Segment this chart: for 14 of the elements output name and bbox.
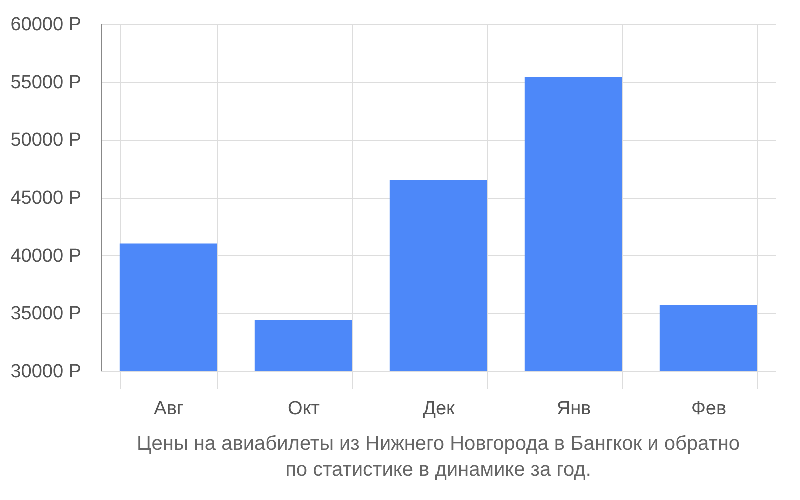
x-tick-label: Янв <box>556 398 592 420</box>
x-tick-label: Дек <box>423 398 456 420</box>
y-tick-label: 45000 Р <box>10 188 82 209</box>
y-tick-label: 60000 Р <box>10 14 82 36</box>
y-tick-label: 50000 Р <box>10 130 82 152</box>
y-tick-label: 35000 Р <box>10 304 82 325</box>
text: по статистике в динамике за год. <box>286 459 592 481</box>
y-tick-label: 30000 Р <box>10 362 82 382</box>
x-tick-label: Окт <box>288 398 320 420</box>
x-tick-label: Авг <box>154 398 184 420</box>
text: Цены на авиабилеты из Нижнего Новгорода в Бангкок и обратно <box>136 433 740 455</box>
y-tick-label: 40000 Р <box>10 246 82 267</box>
y-tick-label: 55000 Р <box>10 72 82 94</box>
x-tick-label: Фев <box>691 398 727 420</box>
